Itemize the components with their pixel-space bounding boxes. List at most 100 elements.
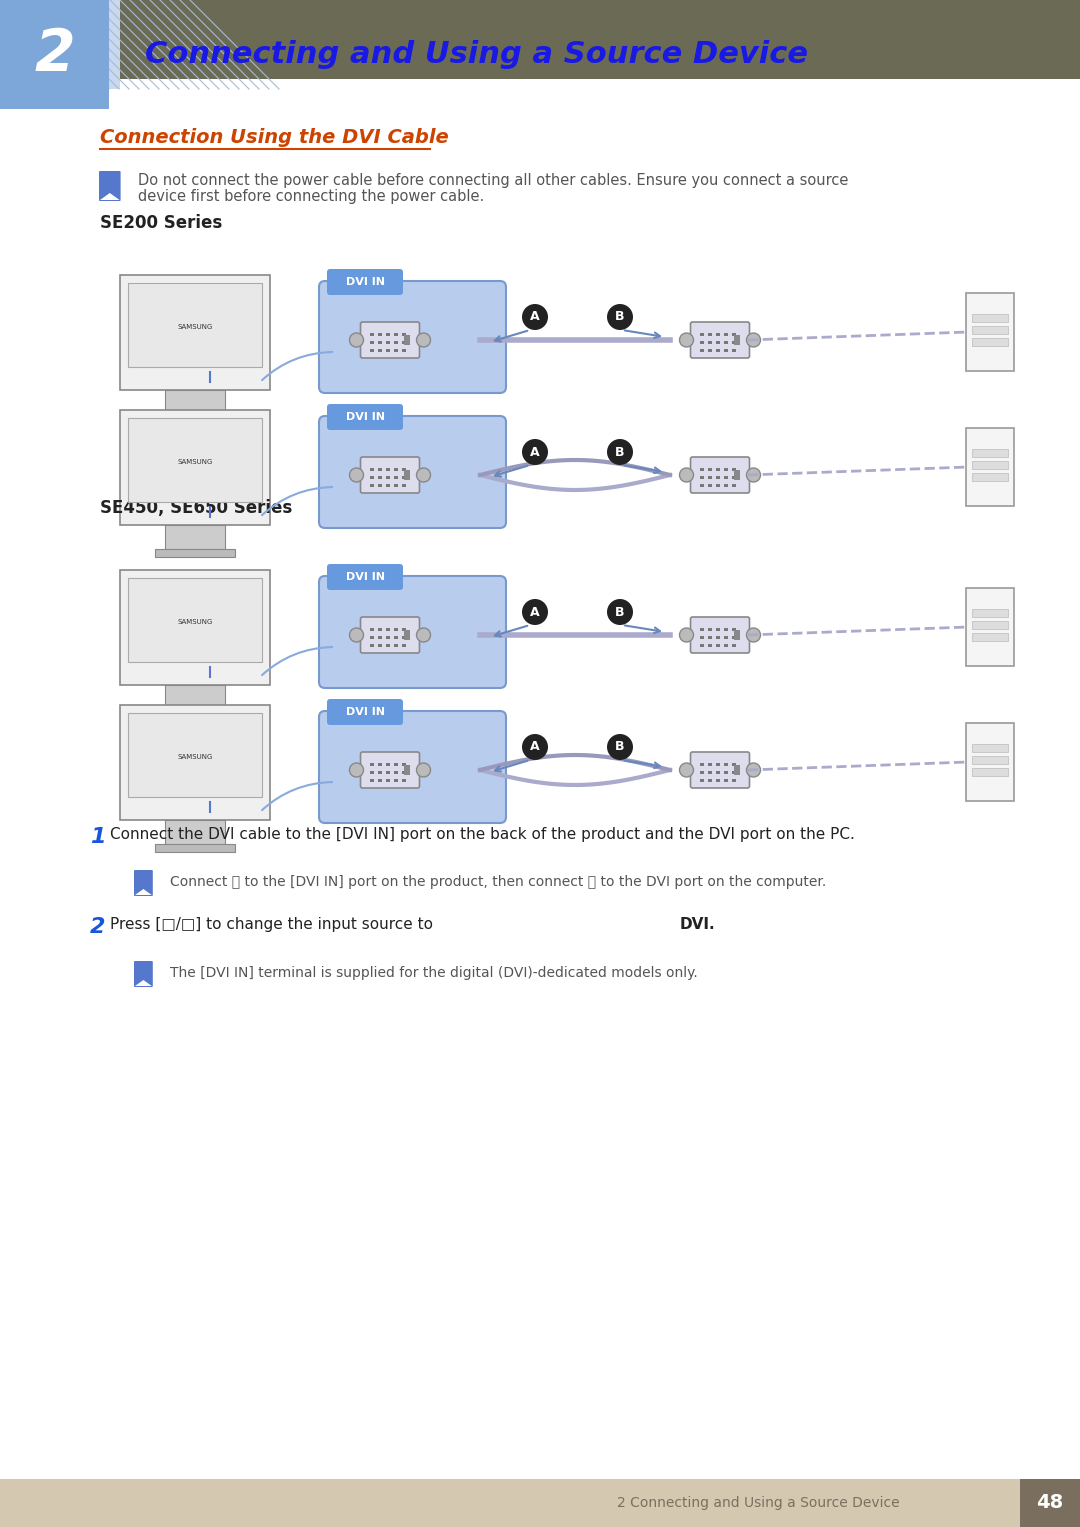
FancyBboxPatch shape [361,322,419,357]
FancyBboxPatch shape [327,269,403,295]
Bar [370,484,374,487]
Bar [120,570,270,684]
Text: Connection Using the DVI Cable: Connection Using the DVI Cable [100,128,449,147]
Bar [394,475,399,478]
Bar [402,635,406,638]
Circle shape [607,304,633,330]
Bar [700,635,704,638]
Circle shape [350,467,364,483]
Bar [732,635,735,638]
Text: SAMSUNG: SAMSUNG [177,618,213,625]
Bar [386,484,390,487]
Bar [716,333,720,336]
Bar [724,762,728,765]
Bar [716,762,720,765]
FancyBboxPatch shape [690,457,750,493]
Circle shape [607,599,633,625]
Bar [708,779,712,782]
Text: B: B [616,741,624,753]
Bar [370,762,374,765]
Bar [708,762,712,765]
Bar [370,348,374,351]
Text: device first before connecting the power cable.: device first before connecting the power… [138,189,484,205]
Bar [394,771,399,774]
Bar [732,762,735,765]
Bar [732,467,735,470]
Bar [732,628,735,631]
Bar [732,779,735,782]
Bar [972,609,1008,617]
Bar [378,484,382,487]
Bar [972,768,1008,776]
Text: DVI IN: DVI IN [346,276,384,287]
Bar [165,820,225,844]
Text: Do not connect the power cable before connecting all other cables. Ensure you co: Do not connect the power cable before co… [138,173,849,188]
Text: SAMSUNG: SAMSUNG [177,460,213,466]
Bar [724,333,728,336]
Bar [732,348,735,351]
Bar [716,348,720,351]
Circle shape [350,628,364,641]
Circle shape [746,628,760,641]
FancyBboxPatch shape [361,617,419,654]
Text: SE200 Series: SE200 Series [100,214,222,232]
Bar [394,467,399,470]
Text: 48: 48 [1037,1493,1064,1513]
Bar [716,628,720,631]
Text: DVI.: DVI. [680,918,716,931]
Bar [966,722,1014,802]
Bar [394,779,399,782]
Bar [700,341,704,344]
Bar [700,467,704,470]
Bar [394,348,399,351]
FancyBboxPatch shape [690,322,750,357]
Bar [129,282,262,366]
Bar [700,779,704,782]
Bar [370,643,374,646]
Bar [700,628,704,631]
Circle shape [417,333,431,347]
Circle shape [746,467,760,483]
Bar [394,484,399,487]
Circle shape [746,764,760,777]
Bar [165,524,225,550]
Bar [700,762,704,765]
Circle shape [417,764,431,777]
Bar [734,334,740,345]
Bar [129,577,262,661]
Text: Press [□/□] to change the input source to: Press [□/□] to change the input source t… [110,918,437,931]
Bar [732,475,735,478]
Bar [734,631,740,640]
Bar [724,628,728,631]
Circle shape [350,764,364,777]
FancyBboxPatch shape [319,712,507,823]
Bar [716,635,720,638]
FancyBboxPatch shape [134,960,152,986]
Bar [156,709,235,716]
Bar [386,643,390,646]
Bar [972,449,1008,457]
Circle shape [522,734,548,760]
Bar [156,414,235,421]
FancyBboxPatch shape [361,751,419,788]
Bar [972,621,1008,629]
Text: B: B [616,606,624,618]
Bar [370,779,374,782]
Bar [724,348,728,351]
Circle shape [679,333,693,347]
Bar [708,348,712,351]
Circle shape [417,628,431,641]
Circle shape [522,438,548,466]
Bar [732,333,735,336]
Bar [386,635,390,638]
Bar [378,771,382,774]
FancyBboxPatch shape [319,576,507,689]
Polygon shape [135,980,152,986]
Bar [378,348,382,351]
Circle shape [417,467,431,483]
Bar [972,461,1008,469]
Bar [404,765,410,776]
Bar [708,771,712,774]
Circle shape [679,764,693,777]
Bar [724,475,728,478]
